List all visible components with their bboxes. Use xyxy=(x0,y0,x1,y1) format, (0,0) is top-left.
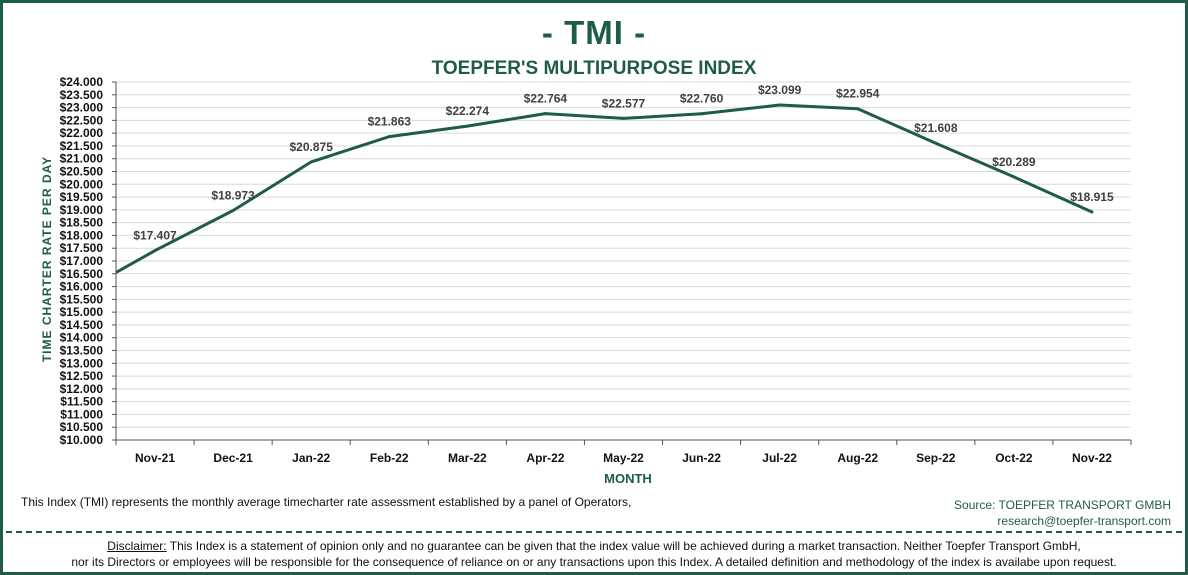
y-tick-label: $12.000 xyxy=(60,382,104,396)
data-point xyxy=(1012,175,1016,179)
y-tick-label: $18.000 xyxy=(60,228,104,242)
data-point xyxy=(700,112,704,116)
x-tick-label: Oct-22 xyxy=(995,451,1033,465)
data-label: $22.760 xyxy=(680,92,724,106)
source-email: research@toepfer-transport.com xyxy=(997,514,1171,528)
y-tick-label: $23.000 xyxy=(60,101,104,115)
y-tick-label: $19.000 xyxy=(60,203,104,217)
data-label: $21.863 xyxy=(368,115,412,129)
y-tick-label: $19.500 xyxy=(60,190,104,204)
y-tick-label: $11.000 xyxy=(60,407,103,421)
disclaimer: Disclaimer: This Index is a statement of… xyxy=(0,538,1188,570)
disclaimer-line-2: nor its Directors or employees will be r… xyxy=(71,555,1117,569)
data-point xyxy=(543,112,547,116)
data-label: $21.608 xyxy=(914,121,958,135)
y-tick-label: $20.000 xyxy=(60,177,104,191)
y-tick-label: $14.000 xyxy=(60,331,104,345)
index-note: This Index (TMI) represents the monthly … xyxy=(21,495,632,509)
y-tick-label: $22.500 xyxy=(60,113,104,127)
gridlines xyxy=(116,81,1131,428)
y-tick-label: $14.500 xyxy=(60,318,104,332)
data-label: $20.289 xyxy=(992,155,1036,169)
y-tick-label: $21.000 xyxy=(60,152,104,166)
x-axis-title: MONTH xyxy=(604,471,652,486)
data-label: $22.954 xyxy=(836,87,880,101)
y-tick-label: $12.500 xyxy=(60,369,104,383)
y-tick-label: $15.000 xyxy=(60,305,104,319)
data-point xyxy=(153,249,157,253)
chart-title: - TMI - xyxy=(541,14,647,51)
x-tick-label: May-22 xyxy=(603,451,644,465)
x-tick-label: Dec-21 xyxy=(213,451,253,465)
data-point xyxy=(465,124,469,128)
data-label: $23.099 xyxy=(758,83,802,97)
series-line xyxy=(115,103,1093,274)
y-tick-label: $15.500 xyxy=(60,292,104,306)
y-tick-label: $16.500 xyxy=(60,267,104,281)
y-tick-label: $24.000 xyxy=(60,75,104,89)
data-point xyxy=(622,116,625,120)
y-tick-label: $10.000 xyxy=(60,433,104,447)
data-point xyxy=(1090,210,1094,214)
data-labels: $17.407 $18.973 $20.875 $21.863 $22.274 $22.7… xyxy=(133,83,1114,243)
y-tick-label: $17.500 xyxy=(60,241,104,255)
data-point xyxy=(934,141,938,145)
x-tick-label: Mar-22 xyxy=(448,451,487,465)
chart-subtitle: TOEPFER'S MULTIPURPOSE INDEX xyxy=(431,58,757,79)
y-tick-label: $13.000 xyxy=(60,356,104,370)
source-block: Source: TOEPFER TRANSPORT GMBH research@… xyxy=(954,497,1171,529)
x-tick-label: Jun-22 xyxy=(682,451,721,465)
dashed-divider xyxy=(6,531,1182,533)
x-tick-label: Aug-22 xyxy=(837,451,878,465)
x-tick-label: Jan-22 xyxy=(292,451,330,465)
disclaimer-line-1: This Index is a statement of opinion onl… xyxy=(166,539,1081,553)
x-tick-label: Apr-22 xyxy=(526,451,564,465)
y-axis-title: TIME CHARTER RATE PER DAY xyxy=(40,156,54,362)
data-point xyxy=(231,209,235,213)
data-point xyxy=(856,107,860,111)
source-text: Source: TOEPFER TRANSPORT GMBH xyxy=(954,498,1171,512)
y-tick-label: $11.500 xyxy=(60,395,103,409)
series xyxy=(115,103,1094,274)
x-tick-label: Jul-22 xyxy=(762,451,797,465)
y-tick-label: $10.500 xyxy=(60,420,104,434)
x-tick-label: Nov-22 xyxy=(1072,451,1112,465)
data-label: $18.973 xyxy=(211,189,255,203)
data-label: $18.915 xyxy=(1070,190,1114,204)
data-point xyxy=(309,160,313,164)
data-label: $17.407 xyxy=(133,229,177,243)
data-label: $22.764 xyxy=(524,92,568,106)
y-tick-label: $23.500 xyxy=(60,88,104,102)
data-label: $22.577 xyxy=(602,96,646,110)
y-tick-label: $21.500 xyxy=(60,139,104,153)
y-tick-label: $20.500 xyxy=(60,165,104,179)
x-tick-label: Nov-21 xyxy=(135,451,175,465)
disclaimer-label: Disclaimer: xyxy=(107,539,167,553)
data-point xyxy=(387,135,391,139)
y-tick-label: $16.000 xyxy=(60,280,104,294)
y-tick-label: $17.000 xyxy=(60,254,104,268)
y-axis-ticks: $10.000$10.500$11.000$11.500$12.000$12.5… xyxy=(60,75,116,447)
data-label: $22.274 xyxy=(446,104,490,118)
y-tick-label: $13.500 xyxy=(60,344,104,358)
y-tick-label: $22.000 xyxy=(60,126,104,140)
x-tick-label: Sep-22 xyxy=(916,451,956,465)
x-axis-ticks: Nov-21 Dec-21 Jan-22 Feb-22 Mar-22 Apr-22 May-… xyxy=(115,440,1132,465)
x-tick-label: Feb-22 xyxy=(370,451,409,465)
data-label: $20.875 xyxy=(289,140,333,154)
y-tick-label: $18.500 xyxy=(60,216,104,230)
data-point xyxy=(778,103,782,107)
